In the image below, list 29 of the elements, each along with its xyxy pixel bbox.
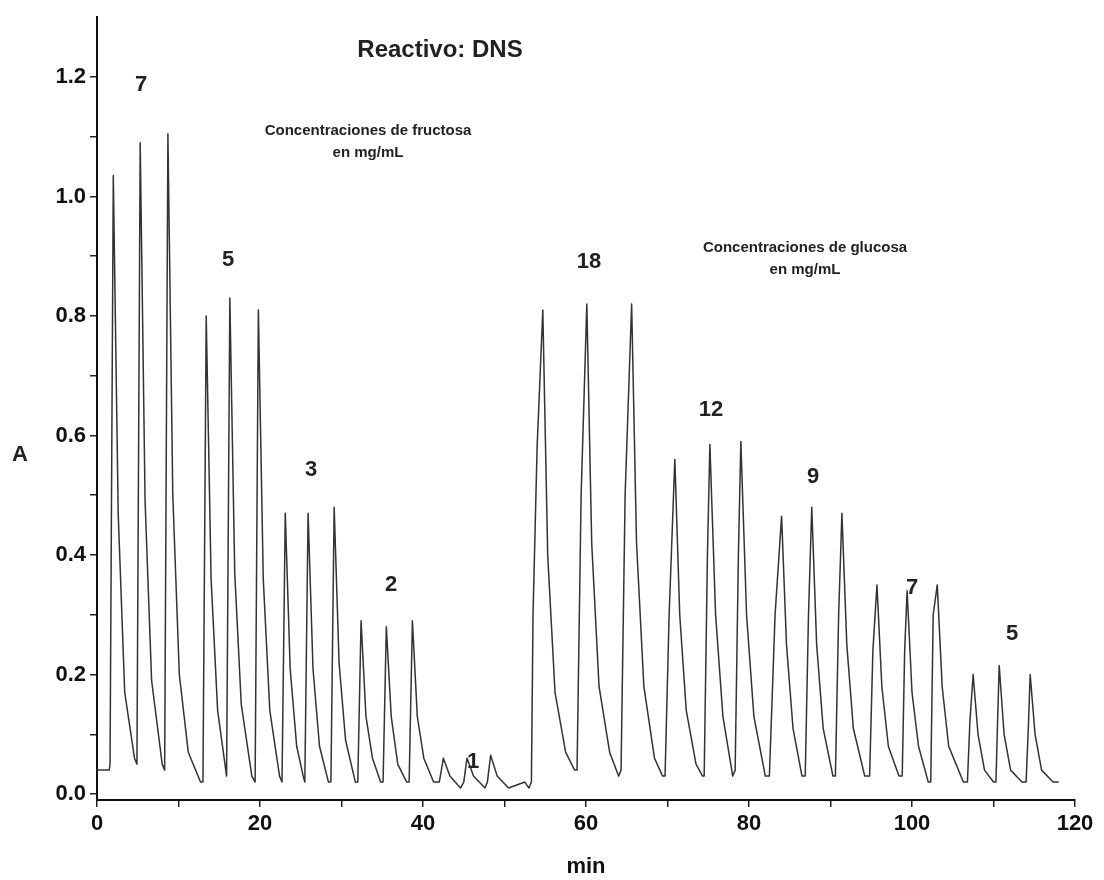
y-tick-label: 0.2 xyxy=(55,660,86,686)
x-tick-label: 20 xyxy=(247,810,273,836)
y-tick-label: 1.0 xyxy=(55,182,86,208)
text: Reactivo: DNS xyxy=(357,34,523,62)
x-tick-label: 0 xyxy=(90,810,104,836)
annotation: 12 xyxy=(698,396,724,422)
y-tick-label: 1.2 xyxy=(55,63,86,89)
annotation: 2 xyxy=(384,571,398,597)
y-axis-title: A xyxy=(12,441,29,467)
annotation: 5 xyxy=(221,246,235,272)
annotation: 7 xyxy=(134,71,148,97)
annotation: 7 xyxy=(905,574,919,600)
y-tick-label: 0.6 xyxy=(55,421,86,447)
annotation: 5 xyxy=(1005,620,1019,646)
y-tick-label: 0.0 xyxy=(55,780,86,806)
x-tick-label: 100 xyxy=(893,810,931,836)
x-tick-label: 120 xyxy=(1056,810,1094,836)
annotation: Concentraciones de glucosa en mg/mL xyxy=(702,238,908,278)
annotation: 3 xyxy=(304,456,318,482)
x-axis-title: min xyxy=(566,852,606,878)
x-tick-label: 80 xyxy=(736,810,762,836)
annotation: 9 xyxy=(806,463,820,489)
annotation: 18 xyxy=(576,248,602,274)
y-tick-label: 0.8 xyxy=(55,302,86,328)
y-tick-label: 0.4 xyxy=(55,541,87,567)
annotation: Concentraciones de fructosa en mg/mL xyxy=(264,121,473,161)
x-tick-label: 60 xyxy=(573,810,599,836)
annotation: 1 xyxy=(466,748,480,774)
x-tick-label: 40 xyxy=(410,810,436,836)
